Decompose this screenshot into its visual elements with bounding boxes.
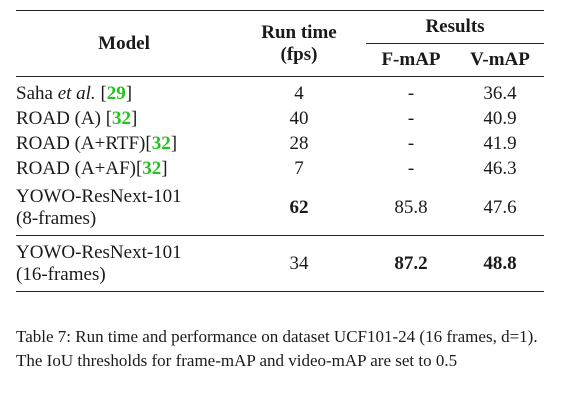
header-results: Results xyxy=(366,10,544,44)
cell-fmap: 85.8 xyxy=(394,197,428,219)
cell-fmap: - xyxy=(407,158,415,179)
table-row: ROAD (A+RTF)[32] 28 - 41.9 xyxy=(16,132,544,157)
citation-link[interactable]: 32 xyxy=(151,133,171,154)
table-row: YOWO-ResNext-101 (8-frames) 62 85.8 47.6 xyxy=(16,182,544,236)
citation-link[interactable]: 29 xyxy=(106,82,126,104)
cell-fps: 7 xyxy=(294,158,304,179)
cell-vmap: 40.9 xyxy=(483,108,517,129)
header-row-2: F-mAP V-mAP xyxy=(16,44,544,77)
header-model: Model xyxy=(16,11,232,77)
cell-vmap: 47.6 xyxy=(483,197,517,219)
header-vmap: V-mAP xyxy=(456,44,544,77)
cell-model: ROAD (A+AF)[32] xyxy=(16,157,232,182)
citation-link[interactable]: 32 xyxy=(112,108,132,129)
cell-vmap: 41.9 xyxy=(483,133,517,154)
cell-fps: 62 xyxy=(289,197,309,219)
model-text: ] xyxy=(125,82,133,104)
cell-fps: 28 xyxy=(289,133,309,154)
model-text-line1: YOWO-ResNext-101 xyxy=(16,186,182,208)
header-vmap-text: V-mAP xyxy=(470,49,530,70)
model-text: ROAD (A+RTF)[ xyxy=(16,133,152,154)
header-fmap-text: F-mAP xyxy=(381,49,441,70)
cell-fmap: - xyxy=(407,82,415,104)
header-model-text: Model xyxy=(98,32,150,54)
citation-link[interactable]: 32 xyxy=(142,158,162,179)
cell-model: ROAD (A+RTF)[32] xyxy=(16,132,232,157)
cell-model: Saha et al. [29] xyxy=(16,77,232,107)
header-runtime: Run time (fps) xyxy=(232,11,366,77)
model-text: [ xyxy=(95,82,107,104)
table-row: ROAD (A+AF)[32] 7 - 46.3 xyxy=(16,157,544,182)
results-table: Model Run time (fps) Results F-mAP V-mAP… xyxy=(16,10,544,292)
model-text: Saha xyxy=(16,82,58,104)
cell-model: YOWO-ResNext-101 (16-frames) xyxy=(16,236,232,292)
cell-vmap: 36.4 xyxy=(483,82,517,104)
header-fmap: F-mAP xyxy=(366,44,456,77)
header-results-text: Results xyxy=(425,16,485,37)
table-row: ROAD (A) [32] 40 - 40.9 xyxy=(16,107,544,132)
cell-model: YOWO-ResNext-101 (8-frames) xyxy=(16,182,232,236)
cell-model: ROAD (A) [32] xyxy=(16,107,232,132)
header-row-1: Model Run time (fps) Results xyxy=(16,10,544,65)
model-text: ] xyxy=(161,158,168,179)
table-caption: Table 7: Run time and performance on dat… xyxy=(16,327,538,370)
model-text: ] xyxy=(131,108,138,129)
cell-fmap: 87.2 xyxy=(394,252,428,274)
cell-vmap: 48.8 xyxy=(483,252,517,274)
model-text-line1: YOWO-ResNext-101 xyxy=(16,241,182,263)
model-text-line2: (8-frames) xyxy=(16,208,97,230)
model-text-line2: (16-frames) xyxy=(16,263,106,285)
cell-fps: 40 xyxy=(289,108,309,129)
cell-fps: 34 xyxy=(289,252,309,274)
table-row: YOWO-ResNext-101 (16-frames) 34 87.2 48.… xyxy=(16,235,544,292)
model-text: ] xyxy=(170,133,178,154)
header-runtime-line2: (fps) xyxy=(280,43,318,65)
cell-fps: 4 xyxy=(294,82,304,104)
header-runtime-line1: Run time xyxy=(261,21,337,43)
cell-vmap: 46.3 xyxy=(483,158,517,179)
model-text: ROAD (A+AF)[ xyxy=(16,158,143,179)
cell-fmap: - xyxy=(407,133,415,154)
model-text: ROAD (A) [ xyxy=(16,108,113,129)
model-text-italic: et al. xyxy=(57,82,96,104)
table-row: Saha et al. [29] 4 - 36.4 xyxy=(16,76,544,107)
cell-fmap: - xyxy=(407,108,415,129)
